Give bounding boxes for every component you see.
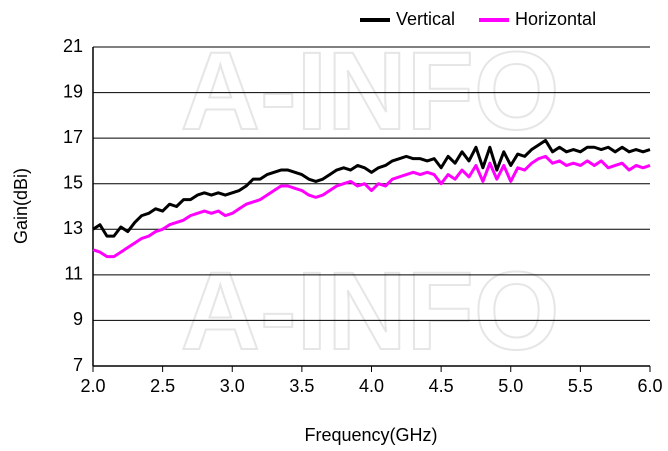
watermark: A-INFO (181, 250, 560, 373)
line-series (92, 138, 651, 238)
x-tick-label: 6.0 (637, 376, 662, 396)
y-tick-label: 9 (73, 309, 83, 329)
x-tick-label: 3.0 (220, 376, 245, 396)
y-tick-label: 15 (63, 172, 83, 192)
x-tick-label: 4.0 (359, 376, 384, 396)
y-tick-label: 11 (64, 264, 83, 284)
line-series (92, 154, 651, 259)
legend-label: Vertical (396, 9, 455, 29)
y-tick-label: 19 (63, 81, 83, 101)
legend-label: Horizontal (515, 9, 596, 29)
x-tick-label: 5.5 (568, 376, 593, 396)
x-tick-label: 5.0 (498, 376, 523, 396)
y-tick-label: 13 (63, 218, 83, 238)
watermark: A-INFO (181, 30, 560, 153)
x-axis-label: Frequency(GHz) (304, 425, 437, 445)
y-axis-label: Gain(dBi) (11, 168, 31, 244)
x-tick-label: 3.5 (289, 376, 314, 396)
x-tick-label: 4.5 (429, 376, 454, 396)
y-tick-label: 21 (63, 36, 83, 56)
x-tick-label: 2.5 (150, 376, 175, 396)
y-tick-label: 7 (73, 355, 83, 375)
y-tick-label: 17 (63, 127, 83, 147)
x-tick-label: 2.0 (80, 376, 105, 396)
